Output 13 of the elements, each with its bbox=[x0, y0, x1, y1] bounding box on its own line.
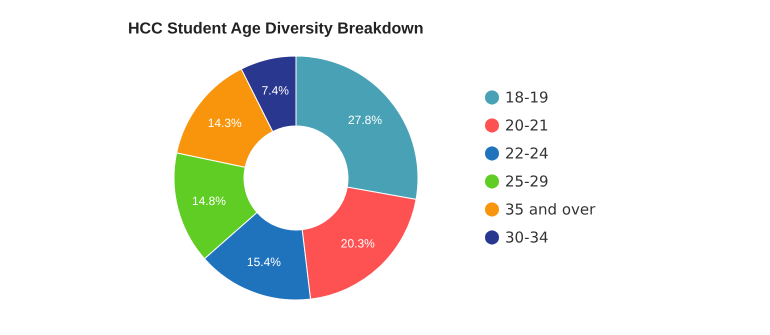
data-label: 15.4% bbox=[246, 255, 282, 270]
data-label: 27.8% bbox=[348, 113, 382, 128]
legend-label: 35 and over bbox=[505, 200, 596, 218]
legend-label: 30-34 bbox=[505, 228, 549, 246]
data-label: 20.3% bbox=[340, 236, 376, 250]
legend-label: 22-24 bbox=[505, 144, 549, 162]
legend-label: 18-19 bbox=[505, 88, 549, 106]
chart-title: HCC Student Age Diversity Breakdown bbox=[128, 20, 424, 38]
data-label: 14.8% bbox=[192, 194, 226, 208]
legend-label: 20-21 bbox=[505, 116, 549, 134]
legend-label: 25-29 bbox=[505, 172, 549, 190]
data-label: 7.4% bbox=[262, 83, 290, 98]
data-label: 14.3% bbox=[208, 116, 242, 130]
